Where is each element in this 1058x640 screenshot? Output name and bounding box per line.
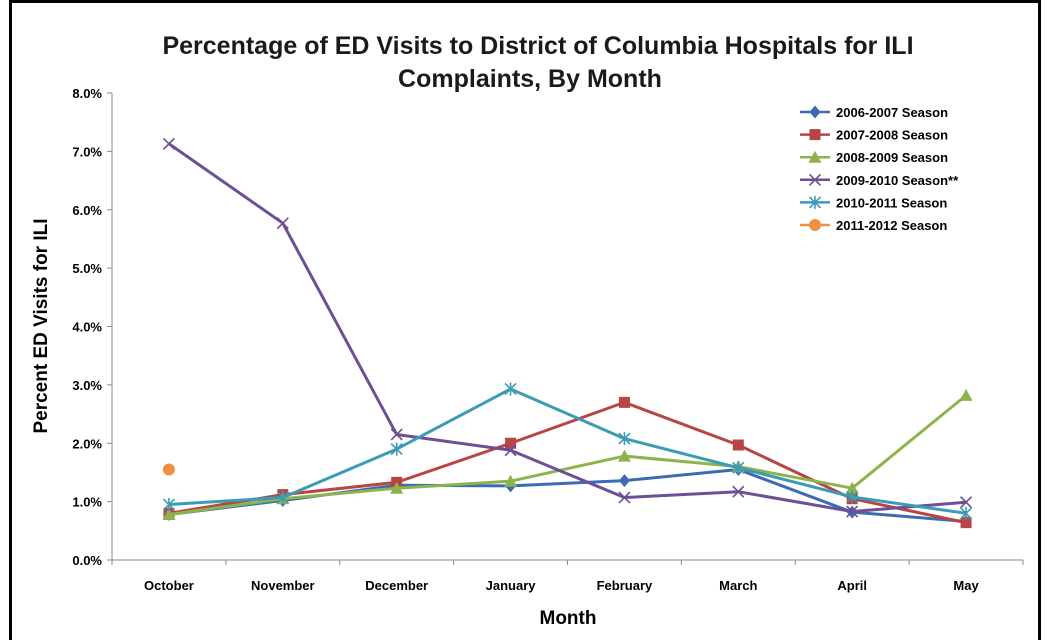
legend-marker bbox=[808, 150, 822, 163]
x-tick-label: March bbox=[719, 578, 757, 593]
data-point-marker bbox=[732, 485, 745, 498]
y-tick-label: 7.0% bbox=[72, 144, 102, 159]
data-point-marker bbox=[276, 217, 289, 230]
y-tick-label: 0.0% bbox=[72, 553, 102, 568]
data-point-marker bbox=[959, 506, 973, 520]
data-point-marker bbox=[618, 432, 631, 446]
data-point-marker bbox=[618, 491, 631, 504]
x-tick-label: December bbox=[365, 578, 428, 593]
y-tick-label: 3.0% bbox=[72, 378, 102, 393]
data-point-marker bbox=[618, 396, 630, 408]
legend-marker bbox=[809, 129, 821, 141]
series-layer bbox=[162, 137, 973, 529]
chart-title-line-1: Percentage of ED Visits to District of C… bbox=[162, 32, 913, 60]
series-6 bbox=[162, 463, 175, 476]
legend-marker bbox=[808, 173, 822, 186]
x-tick-label: April bbox=[837, 578, 867, 593]
legend-item-1: 2006-2007 Season bbox=[800, 105, 948, 120]
x-tick-label: October bbox=[144, 578, 194, 593]
legend-label: 2009-2010 Season** bbox=[836, 173, 959, 188]
x-axis-title: Month bbox=[540, 608, 597, 629]
series-5 bbox=[162, 382, 973, 520]
chart-title-line-2: Complaints, By Month bbox=[398, 65, 662, 93]
data-point-marker bbox=[504, 474, 518, 487]
data-point-marker bbox=[959, 388, 973, 401]
data-point-marker bbox=[959, 496, 973, 509]
y-tick-label: 1.0% bbox=[72, 495, 102, 510]
series-line bbox=[168, 400, 967, 525]
data-point-marker bbox=[846, 490, 859, 504]
x-tick-label: November bbox=[251, 578, 315, 593]
legend-marker bbox=[809, 219, 821, 231]
legend: 2006-2007 Season 2007-2008 Season 2008-200… bbox=[800, 105, 959, 233]
data-point-marker bbox=[390, 442, 403, 456]
data-point-marker bbox=[732, 439, 744, 451]
data-point-marker bbox=[618, 474, 630, 488]
x-tick-label: February bbox=[597, 578, 653, 593]
x-tick-label: January bbox=[486, 578, 537, 593]
data-point-marker bbox=[162, 137, 176, 150]
y-tick-label: 8.0% bbox=[72, 86, 102, 101]
legend-label: 2010-2011 Season bbox=[836, 195, 947, 210]
data-point-marker bbox=[390, 428, 403, 441]
data-point-marker bbox=[617, 449, 631, 462]
legend-label: 2007-2008 Season bbox=[836, 128, 948, 143]
data-point-marker bbox=[162, 463, 175, 476]
legend-label: 2011-2012 Season bbox=[836, 218, 947, 233]
legend-label: 2008-2009 Season bbox=[836, 150, 948, 165]
axes: 0.0% 1.0% 2.0% 3.0% 4.0% 5.0% 6.0% 7.0% 8.0% Octo… bbox=[72, 86, 1024, 593]
data-point-marker bbox=[504, 382, 517, 396]
y-tick-label: 6.0% bbox=[72, 203, 102, 218]
legend-marker bbox=[809, 105, 821, 119]
data-point-marker bbox=[845, 481, 859, 494]
series-4 bbox=[162, 137, 973, 518]
data-point-marker bbox=[504, 444, 517, 457]
data-point-marker bbox=[846, 505, 859, 518]
x-tick-label: May bbox=[953, 578, 979, 593]
y-tick-label: 5.0% bbox=[72, 261, 102, 276]
series-line bbox=[168, 387, 967, 515]
series-line bbox=[168, 142, 967, 514]
legend-item-4: 2009-2010 Season** bbox=[800, 173, 959, 188]
data-point-marker bbox=[162, 498, 176, 512]
legend-item-2: 2007-2008 Season bbox=[800, 128, 948, 143]
legend-label: 2006-2007 Season bbox=[836, 105, 948, 120]
legend-marker bbox=[808, 195, 822, 209]
series-line bbox=[168, 394, 968, 516]
data-point-marker bbox=[732, 461, 745, 475]
data-point-marker bbox=[960, 517, 972, 529]
data-point-marker bbox=[505, 437, 517, 449]
y-tick-label: 4.0% bbox=[72, 320, 102, 335]
legend-item-3: 2008-2009 Season bbox=[800, 150, 948, 165]
data-point-marker bbox=[276, 491, 289, 505]
chart-frame bbox=[9, 0, 1041, 640]
legend-item-5: 2010-2011 Season bbox=[800, 195, 947, 210]
y-axis-title: Percent ED Visits for ILI bbox=[31, 218, 52, 433]
legend-item-6: 2011-2012 Season bbox=[800, 218, 947, 233]
data-point-marker bbox=[390, 481, 404, 494]
data-point-marker bbox=[162, 507, 176, 520]
y-tick-label: 2.0% bbox=[72, 436, 102, 451]
